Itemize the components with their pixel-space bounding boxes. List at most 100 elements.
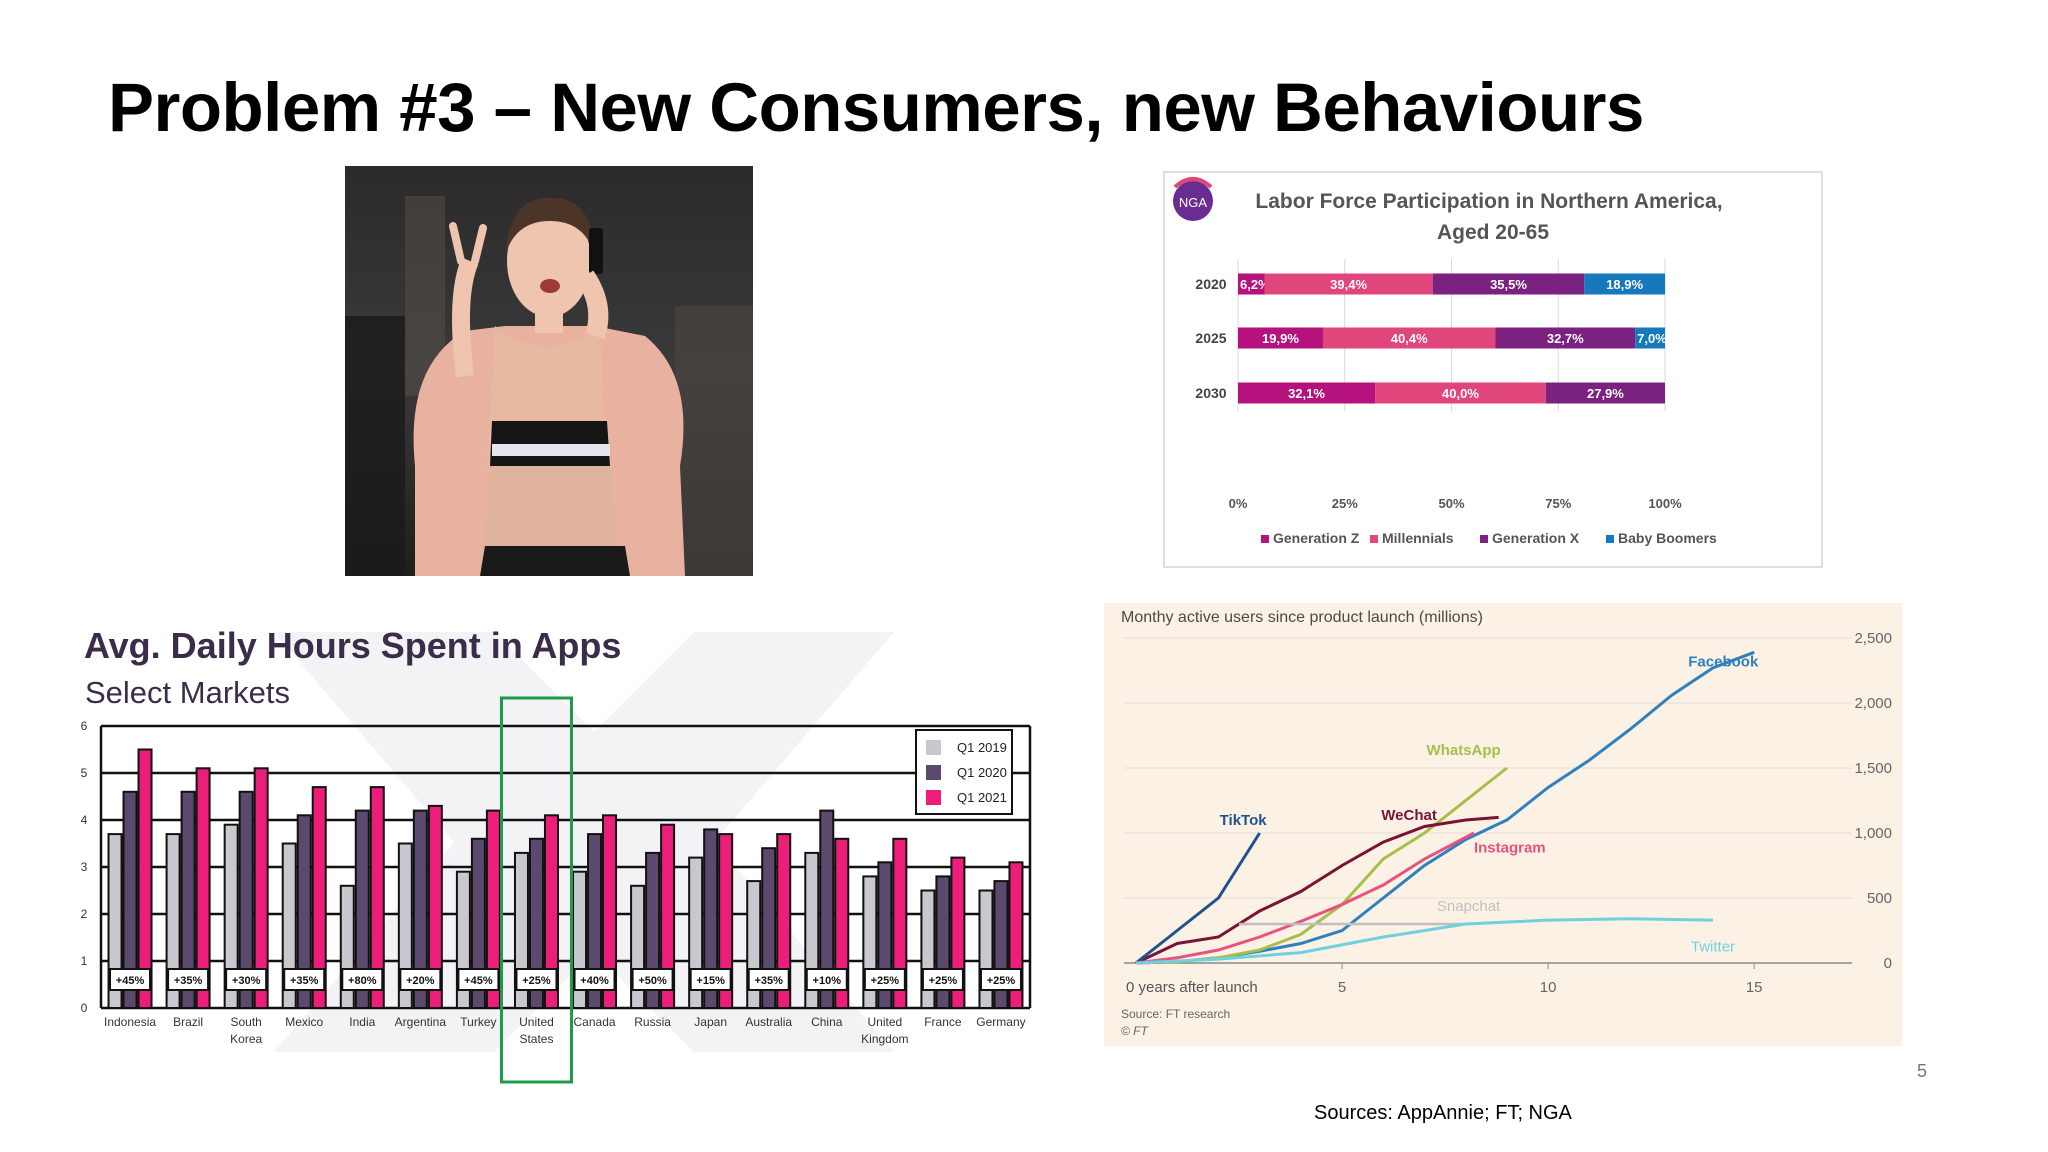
photo-face: [507, 205, 591, 317]
apps-bar: [223, 823, 239, 1009]
apps-growth-label: +25%: [987, 975, 1016, 987]
labor-bar-label: 27,9%: [1587, 386, 1624, 401]
photo-mouth: [540, 279, 560, 293]
mau-line-instagram: [1135, 831, 1475, 965]
apps-category-label: Australia: [745, 1015, 792, 1029]
apps-subtitle: Select Markets: [85, 675, 290, 710]
labor-bar-label: 40,0%: [1442, 386, 1479, 401]
apps-category-label: Germany: [976, 1015, 1025, 1029]
photo-arm-right: [576, 270, 609, 340]
apps-ytick: 1: [81, 954, 88, 968]
mau-svg: Monthy active users since product launch…: [1104, 603, 1902, 1046]
apps-category-label: India: [349, 1015, 375, 1029]
labor-frame: [1163, 171, 1823, 568]
labor-force-chart: NGA Labor Force Participation in Norther…: [1163, 171, 1823, 568]
apps-category-label: States: [519, 1032, 553, 1046]
apps-bar: [238, 790, 254, 1009]
apps-growth-label: +40%: [580, 975, 609, 987]
daily-hours-svg: Avg. Daily Hours Spent in Apps Select Ma…: [74, 612, 1040, 1088]
apps-category-label: Canada: [574, 1015, 616, 1029]
apps-growth-box: [341, 968, 384, 991]
labor-legend-swatch: [1370, 535, 1378, 543]
apps-ytick: 6: [81, 719, 88, 733]
apps-category-label: China: [811, 1015, 843, 1029]
apps-bar: [528, 837, 544, 1009]
labor-bar-label: 35,5%: [1490, 277, 1527, 292]
labor-bar-label: 39,4%: [1330, 277, 1367, 292]
apps-bar: [834, 837, 850, 1009]
labor-legend-swatch: [1606, 535, 1614, 543]
apps-growth-box: [863, 968, 906, 991]
apps-bar: [427, 804, 443, 1009]
apps-ytick: 2: [81, 907, 88, 921]
apps-growth-label: +50%: [638, 975, 667, 987]
apps-growth-box: [283, 968, 326, 991]
apps-title: Avg. Daily Hours Spent in Apps: [84, 625, 621, 666]
mau-credit: © FT: [1121, 1024, 1150, 1038]
apps-ytick: 3: [81, 860, 88, 874]
apps-legend-label: Q1 2021: [957, 790, 1007, 805]
labor-xtick: 25%: [1332, 496, 1358, 511]
mau-ytick: 2,500: [1854, 630, 1892, 647]
labor-bar-label: 32,7%: [1547, 331, 1584, 346]
apps-growth-box: [921, 968, 964, 991]
labor-legend-label: Generation Z: [1273, 530, 1360, 546]
mau-source: Source: FT research: [1121, 1007, 1230, 1021]
apps-growth-label: +30%: [232, 975, 261, 987]
apps-bar: [543, 814, 559, 1009]
photo-arm-left: [452, 257, 479, 378]
apps-growth-box: [457, 968, 500, 991]
labor-year-label: 2020: [1195, 276, 1226, 292]
apps-growth-box: [167, 968, 210, 991]
nga-logo: NGA: [1173, 177, 1213, 221]
apps-bar: [397, 842, 413, 1009]
labor-bar-segment: [1584, 273, 1665, 295]
labor-xtick: 50%: [1438, 496, 1464, 511]
labor-force-svg: NGA Labor Force Participation in Norther…: [1163, 171, 1823, 568]
mau-line-twitter: [1135, 917, 1713, 965]
labor-title-line2: Aged 20-65: [1437, 221, 1549, 244]
labor-legend-label: Baby Boomers: [1618, 530, 1717, 546]
mau-ytick: 1,000: [1854, 825, 1892, 842]
labor-bar-label: 32,1%: [1288, 386, 1325, 401]
apps-bar: [660, 823, 676, 1009]
labor-bar-label: 18,9%: [1606, 277, 1643, 292]
apps-bar: [470, 837, 486, 1009]
apps-growth-box: [109, 968, 152, 991]
apps-growth-label: +15%: [696, 975, 725, 987]
photo-bg-figure-left: [345, 316, 405, 576]
apps-growth-box: [979, 968, 1022, 991]
labor-legend-swatch: [1261, 535, 1269, 543]
labor-title-line1: Labor Force Participation in Northern Am…: [1255, 190, 1722, 213]
labor-bar-segment: [1495, 327, 1636, 349]
mau-ytick: 0: [1884, 955, 1892, 972]
apps-growth-box: [805, 968, 848, 991]
mau-ytick: 500: [1867, 890, 1892, 907]
labor-year-label: 2030: [1195, 385, 1226, 401]
apps-category-label: Argentina: [395, 1015, 447, 1029]
apps-legend-swatch: [926, 790, 941, 805]
apps-ytick: 0: [81, 1001, 88, 1015]
apps-growth-label: +25%: [929, 975, 958, 987]
mau-label-tiktok: TikTok: [1220, 812, 1268, 829]
photo-illustration: [345, 166, 753, 576]
labor-xtick: 0%: [1229, 496, 1248, 511]
apps-growth-box: [515, 968, 558, 991]
photo-bra-band: [492, 444, 610, 456]
apps-growth-box: [399, 968, 442, 991]
photo-phone: [589, 228, 603, 274]
photo-hair: [505, 197, 595, 256]
apps-growth-label: +25%: [522, 975, 551, 987]
apps-bar: [281, 842, 297, 1009]
labor-bar-segment: [1635, 327, 1665, 349]
apps-growth-label: +10%: [813, 975, 842, 987]
apps-highlight-box: [499, 696, 573, 1084]
labor-legend-label: Millennials: [1382, 530, 1454, 546]
labor-legend-swatch: [1480, 535, 1488, 543]
mau-label-snapchat: Snapchat: [1437, 898, 1501, 915]
labor-legend-label: Generation X: [1492, 530, 1580, 546]
apps-category-label: Russia: [634, 1015, 671, 1029]
apps-bar: [137, 748, 153, 1009]
apps-category-label: France: [924, 1015, 962, 1029]
labor-bar-label: 19,9%: [1262, 331, 1299, 346]
